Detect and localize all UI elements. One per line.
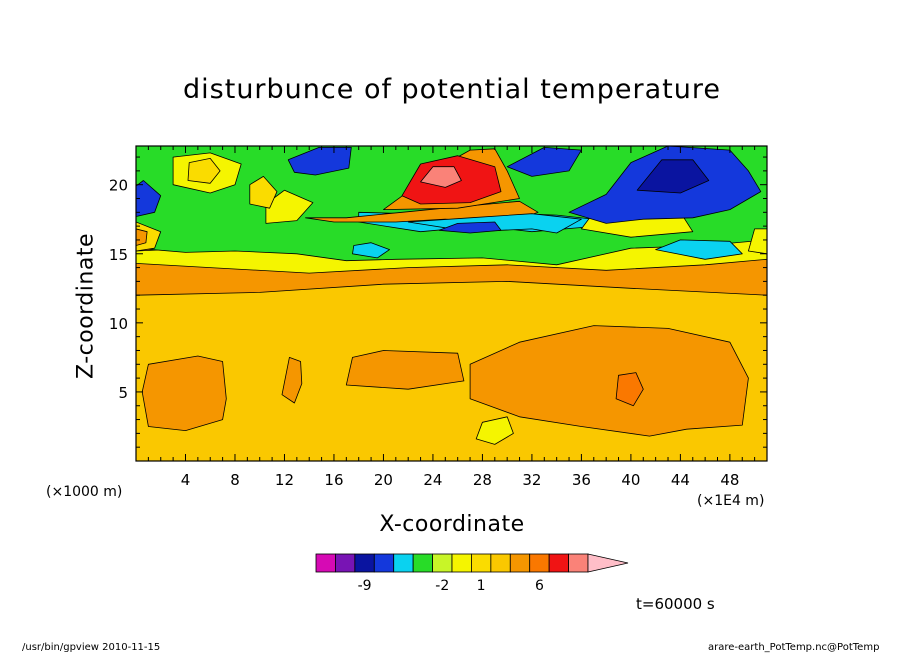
contour-region [281, 356, 303, 404]
colorbar-cell [471, 553, 492, 573]
colorbar-cell [335, 553, 356, 573]
colorbar-cell [315, 553, 336, 573]
x-tick-label: 40 [621, 471, 640, 489]
contour-region [345, 350, 465, 390]
contour-region [475, 416, 514, 445]
x-scale-label: (×1000 m) [46, 484, 123, 500]
colorbar-cell [393, 553, 414, 573]
x-tick-label: 48 [720, 471, 739, 489]
x-tick-label: 32 [522, 471, 541, 489]
colorbar: -9 -2 1 6 [315, 553, 629, 594]
contour-region [636, 159, 710, 194]
plot-frame [135, 145, 768, 462]
x-tick-label: 44 [671, 471, 690, 489]
x-unit-label: (×1E4 m) [697, 493, 765, 509]
colorbar-cell [412, 553, 433, 573]
x-tick-label: 28 [473, 471, 492, 489]
colorbar-cell [509, 553, 531, 573]
contour-region [187, 157, 221, 184]
contour-region [420, 166, 462, 188]
colorbar-cell [373, 553, 395, 573]
colorbar-label: 1 [477, 578, 486, 594]
contour-region [141, 355, 227, 432]
contour-region [249, 175, 278, 209]
y-tick-label: 5 [118, 384, 128, 402]
contour-region [352, 242, 391, 259]
contour-region [748, 228, 767, 255]
contour-region [469, 325, 749, 437]
footer-left: /usr/bin/gpview 2010-11-15 [22, 642, 161, 653]
footer-right: arare-earth_PotTemp.nc@PotTemp [708, 642, 880, 653]
contour-region [506, 146, 582, 177]
colorbar-cell [548, 553, 569, 573]
y-tick-label: 20 [109, 177, 128, 195]
colorbar-cell [568, 553, 589, 573]
x-axis-label: X-coordinate [379, 512, 525, 537]
colorbar-label: -2 [435, 578, 449, 594]
colorbar-cell [432, 553, 453, 573]
colorbar-cell [529, 553, 550, 573]
contour-region [287, 146, 352, 176]
colorbar-arrow [587, 553, 629, 573]
colorbar-cell [354, 553, 375, 573]
x-tick-label: 36 [572, 471, 591, 489]
contour-region [136, 228, 148, 246]
colorbar-cell [451, 553, 472, 573]
colorbar-label: -9 [358, 578, 372, 594]
chart-title: disturbunce of potential temperature [183, 74, 721, 105]
contour-region [136, 180, 162, 217]
time-label: t=60000 s [636, 595, 715, 613]
y-tick-label: 15 [109, 246, 128, 264]
x-tick-label: 8 [230, 471, 240, 489]
colorbar-label: 6 [535, 578, 544, 594]
x-tick-label: 16 [324, 471, 343, 489]
contour-region [615, 372, 644, 407]
contour-regions [136, 146, 767, 461]
y-tick-label: 10 [109, 315, 128, 333]
colorbar-cell [490, 553, 511, 573]
contour-region [438, 221, 502, 234]
x-tick-label: 12 [275, 471, 294, 489]
x-tick-label: 4 [181, 471, 191, 489]
x-tick-label: 20 [374, 471, 393, 489]
x-tick-label: 24 [423, 471, 442, 489]
contour-region [655, 239, 743, 260]
